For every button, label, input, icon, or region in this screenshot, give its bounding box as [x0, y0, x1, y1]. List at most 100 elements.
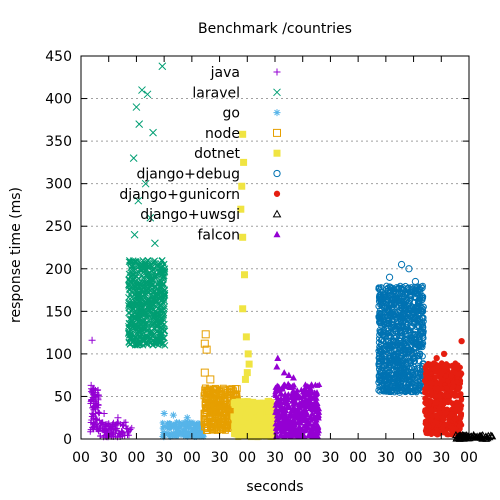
data-point — [273, 399, 280, 405]
data-point — [452, 433, 461, 441]
y-tick-label: 450 — [45, 49, 72, 65]
data-point — [124, 429, 131, 436]
x-tick-label: 00 — [460, 450, 478, 466]
x-tick-label: 00 — [183, 450, 201, 466]
data-point — [235, 429, 242, 436]
data-point — [394, 298, 401, 305]
data-point — [423, 384, 429, 390]
data-point — [450, 379, 456, 386]
data-point — [411, 376, 419, 383]
data-point — [414, 342, 422, 350]
data-point — [377, 310, 384, 317]
data-point — [411, 318, 418, 325]
data-point — [183, 424, 190, 431]
data-point — [88, 336, 96, 344]
series-dotnet — [230, 130, 278, 441]
legend-label: django+uwsgi — [140, 207, 240, 223]
x-tick-label: 00 — [128, 450, 146, 466]
data-point — [384, 367, 391, 374]
data-point — [160, 273, 168, 280]
data-point — [134, 311, 142, 319]
data-point — [453, 392, 460, 399]
data-point — [395, 375, 402, 382]
data-point — [418, 283, 425, 290]
data-point — [443, 361, 449, 367]
data-point — [279, 427, 286, 434]
data-point — [134, 341, 142, 349]
data-point — [192, 429, 199, 436]
data-point — [126, 340, 134, 348]
legend-marker — [273, 190, 281, 197]
data-point — [244, 420, 251, 427]
x-tick-label: 00 — [72, 450, 90, 466]
data-point — [273, 363, 281, 370]
data-point — [142, 263, 149, 271]
legend-label: node — [205, 126, 240, 142]
data-point — [210, 388, 218, 396]
legend-marker — [273, 68, 281, 76]
data-point — [296, 403, 303, 409]
data-point — [315, 412, 322, 418]
x-tick-label: 30 — [155, 450, 173, 466]
data-point — [421, 389, 428, 396]
data-point — [137, 280, 145, 288]
y-tick-label: 200 — [45, 262, 72, 278]
data-point — [133, 305, 141, 313]
data-point — [401, 355, 408, 362]
data-point — [142, 309, 149, 317]
data-point — [257, 423, 264, 430]
data-point — [89, 424, 96, 431]
data-point — [454, 403, 460, 410]
x-tick-label: 30 — [100, 450, 118, 466]
data-point — [288, 412, 295, 419]
data-point — [290, 401, 297, 407]
data-point — [295, 431, 302, 437]
data-point — [400, 286, 407, 293]
data-point — [140, 338, 147, 346]
data-point — [174, 428, 181, 435]
legend-marker — [273, 128, 281, 137]
data-point — [432, 418, 438, 425]
legend-label: dotnet — [194, 146, 240, 162]
data-point — [132, 103, 141, 111]
data-point — [291, 417, 298, 423]
data-point — [161, 341, 169, 349]
data-point — [314, 433, 321, 439]
data-point — [377, 369, 384, 376]
y-tick-label: 0 — [63, 432, 72, 448]
data-point — [237, 403, 244, 410]
data-point — [136, 312, 144, 320]
data-point — [178, 430, 185, 437]
data-point — [449, 425, 456, 431]
legend-label: falcon — [197, 227, 240, 243]
data-point — [301, 386, 308, 393]
data-point — [423, 396, 430, 402]
data-point — [390, 318, 397, 325]
series-django-debug — [375, 260, 427, 396]
data-point — [134, 295, 142, 303]
data-point — [429, 380, 435, 386]
data-point — [191, 432, 198, 439]
data-point — [391, 388, 398, 396]
data-point — [87, 398, 94, 405]
data-point — [279, 386, 286, 392]
data-point — [440, 416, 447, 423]
data-point — [423, 406, 429, 413]
data-point — [137, 317, 144, 325]
data-point — [303, 417, 310, 423]
data-point — [135, 120, 144, 128]
data-point — [129, 292, 137, 300]
data-point — [313, 423, 320, 430]
data-point — [250, 412, 257, 419]
data-point — [400, 302, 407, 309]
data-point — [478, 433, 486, 441]
data-point — [109, 431, 116, 438]
data-point — [308, 400, 315, 406]
data-point — [400, 298, 408, 305]
data-point — [431, 360, 437, 366]
data-point — [395, 372, 402, 380]
data-point — [134, 287, 141, 294]
data-point — [256, 412, 263, 419]
data-point — [90, 426, 97, 433]
